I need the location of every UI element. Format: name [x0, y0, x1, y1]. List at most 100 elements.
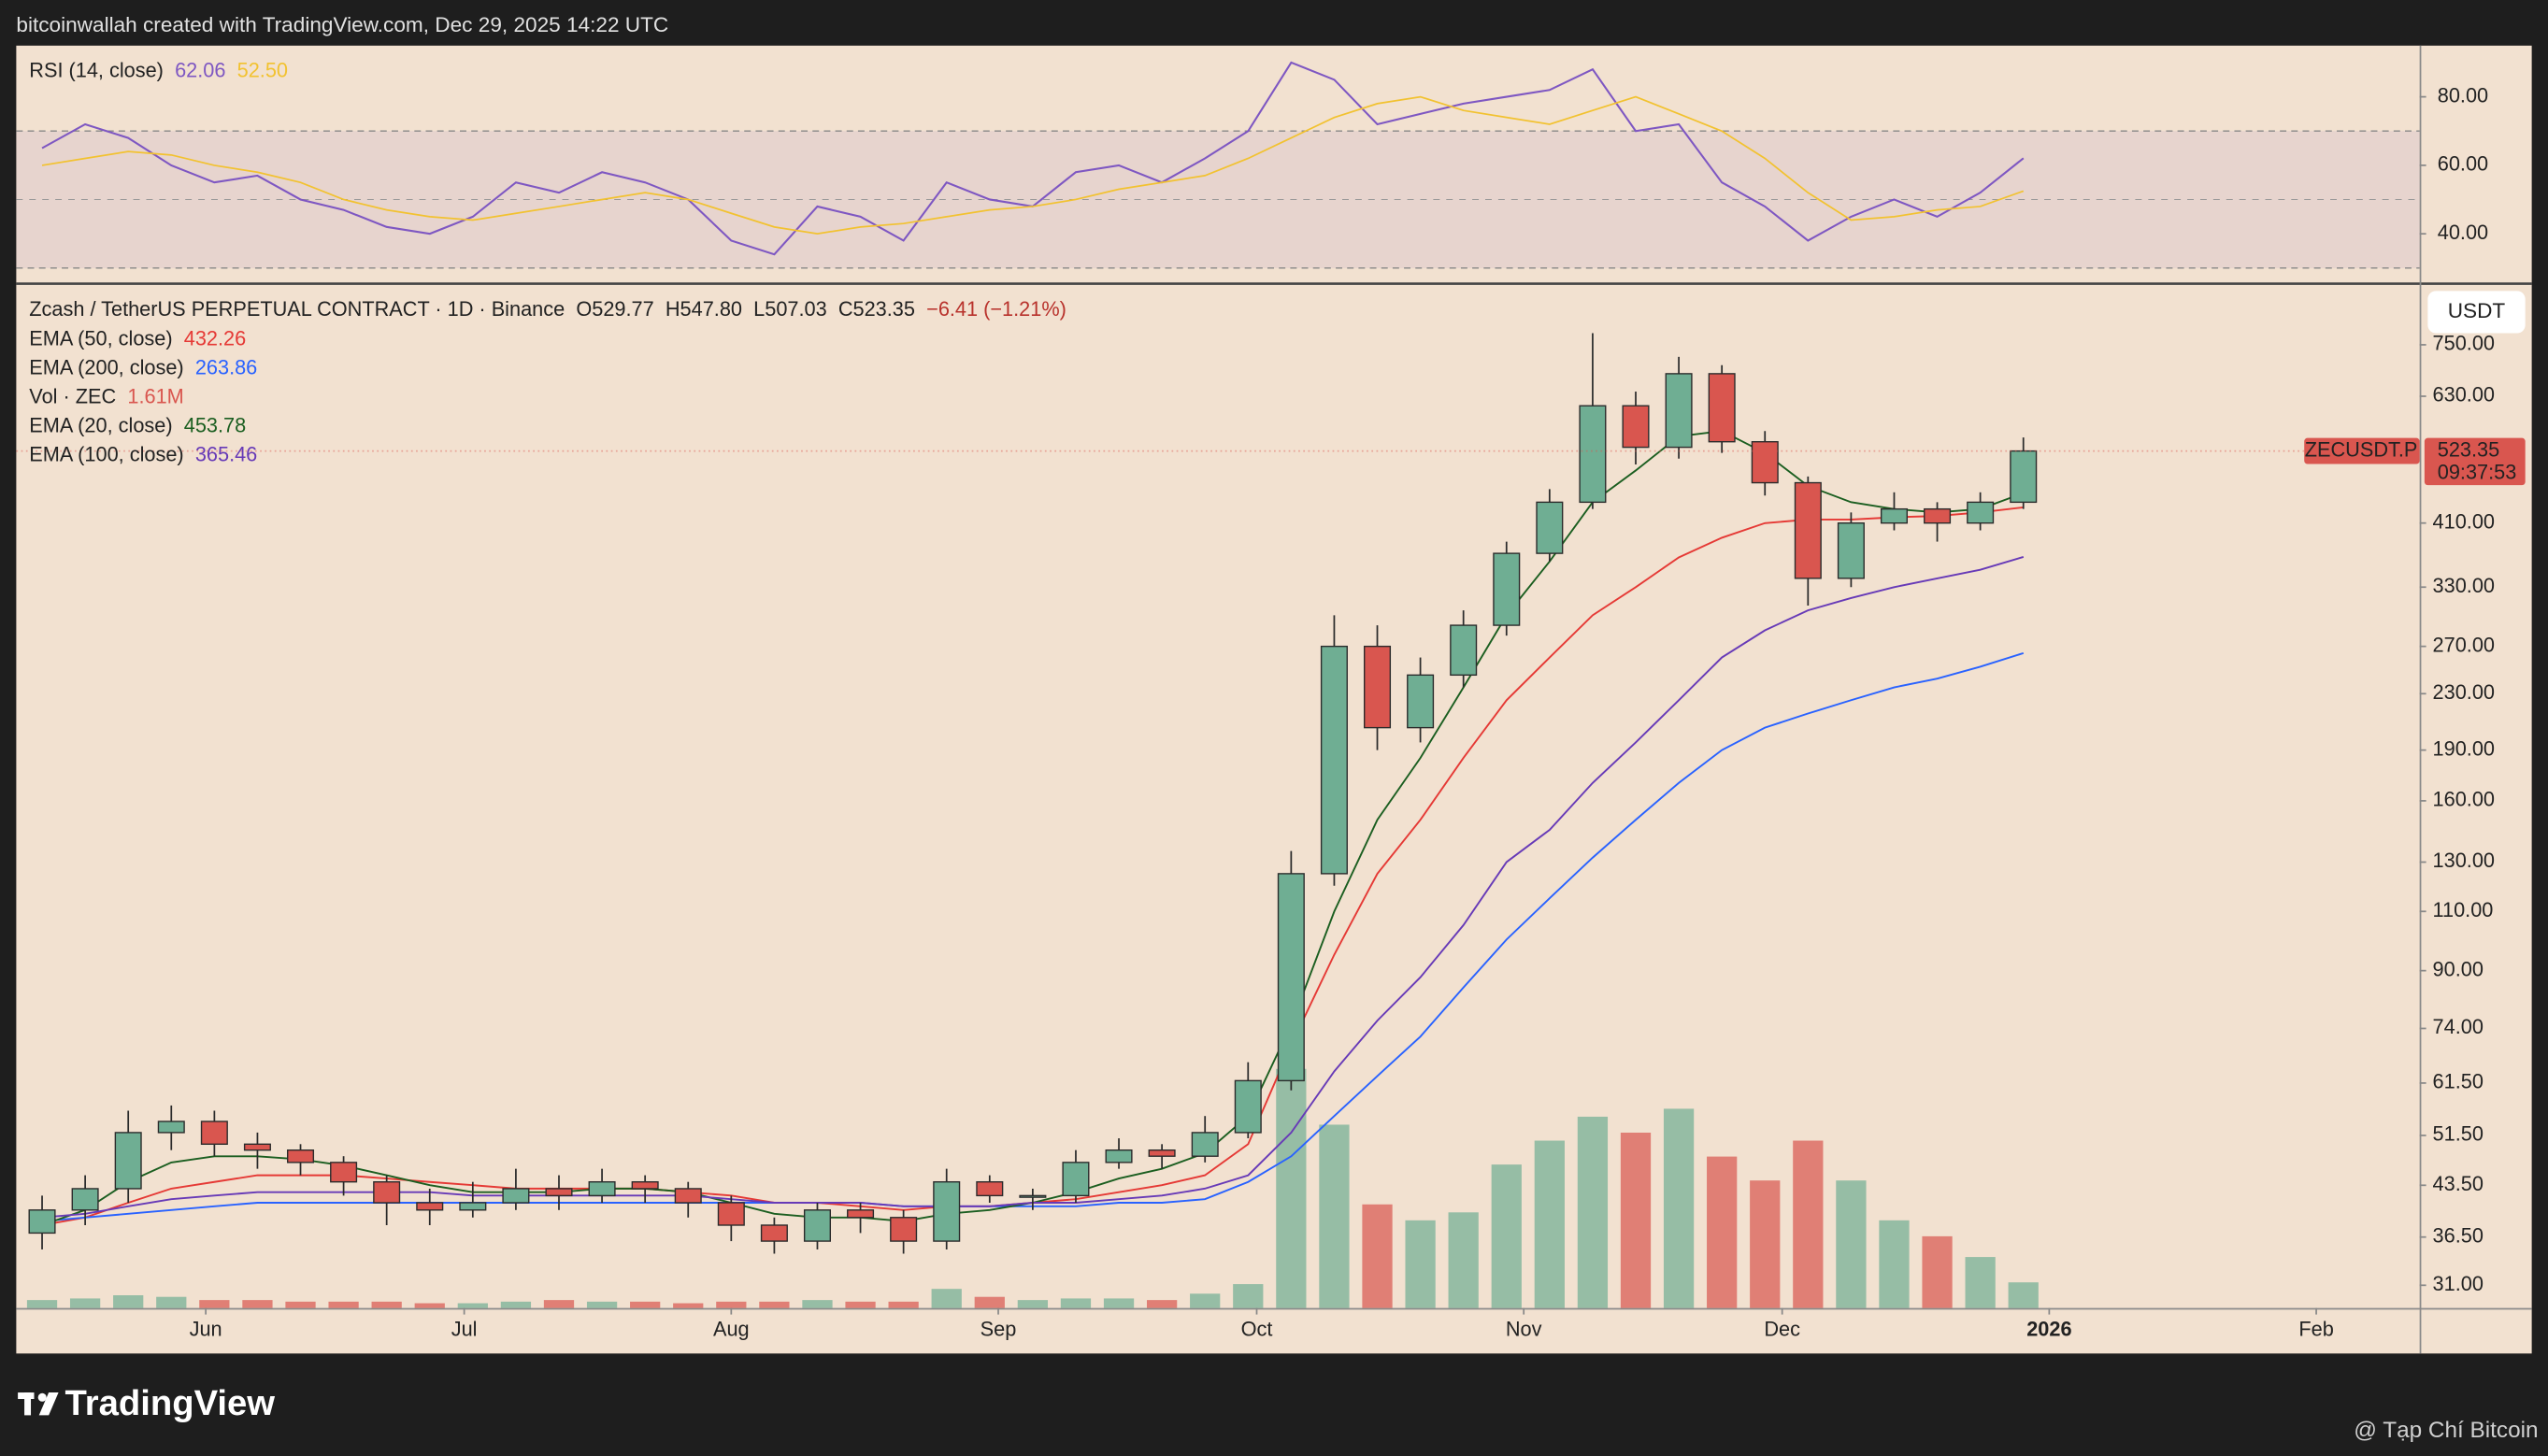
- change-label: −6.41 (−1.21%): [926, 297, 1066, 321]
- y-tick-label: 630.00: [2433, 383, 2495, 407]
- candle-body: [200, 1121, 228, 1146]
- candle-body: [2010, 450, 2038, 504]
- y-tick-label: 110.00: [2433, 898, 2494, 921]
- y-tick-label: 750.00: [2433, 332, 2495, 355]
- candle-body: [631, 1180, 659, 1190]
- volume-bar: [888, 1301, 919, 1308]
- indicator-label: Vol · ZEC: [29, 384, 116, 407]
- candle-body: [459, 1202, 487, 1211]
- candle-body: [114, 1132, 142, 1190]
- rsi-value: 52.50: [237, 58, 288, 81]
- candle-body: [803, 1209, 831, 1242]
- header: bitcoinwallah created with TradingView.c…: [16, 13, 668, 36]
- x-tick-label: Sep: [981, 1318, 1017, 1341]
- y-tick-label: 130.00: [2433, 849, 2495, 872]
- currency-label[interactable]: USDT: [2448, 299, 2506, 322]
- volume-bar: [1577, 1116, 1609, 1308]
- volume-bar: [414, 1303, 445, 1308]
- candle-body: [1967, 501, 1995, 524]
- volume-bar: [2008, 1282, 2039, 1308]
- candle-body: [1837, 521, 1865, 579]
- brand: TradingView: [65, 1383, 276, 1423]
- volume-bar: [1922, 1235, 1953, 1308]
- volume-bar: [1879, 1220, 1910, 1308]
- candle-body: [1407, 674, 1435, 729]
- volume-bar: [199, 1300, 230, 1308]
- volume-bar: [630, 1301, 661, 1308]
- volume-bar: [845, 1301, 876, 1308]
- indicator-value: 1.61M: [127, 384, 183, 407]
- candle-body: [1751, 441, 1779, 484]
- volume-bar: [113, 1295, 144, 1308]
- volume-bar: [586, 1301, 618, 1308]
- x-tick-label: Dec: [1764, 1318, 1800, 1341]
- volume-bar: [1146, 1300, 1178, 1308]
- candle-body: [1363, 645, 1392, 729]
- chart-area: [16, 45, 2532, 1354]
- candle-body: [545, 1188, 573, 1197]
- y-tick-label: 410.00: [2433, 509, 2495, 533]
- y-tick-label: 230.00: [2433, 680, 2495, 704]
- volume-bar: [1663, 1108, 1695, 1308]
- currency-button[interactable]: [2427, 291, 2526, 334]
- volume-bar: [1276, 1068, 1307, 1308]
- volume-bar: [1060, 1298, 1092, 1308]
- volume-bar: [1233, 1284, 1264, 1308]
- candle-body: [1924, 507, 1952, 524]
- x-tick-label: 2026: [2026, 1318, 2071, 1341]
- volume-bar: [673, 1303, 704, 1308]
- rsi-tick-label: 80.00: [2438, 83, 2488, 107]
- volume-bar: [69, 1298, 101, 1308]
- volume-bar: [716, 1301, 747, 1308]
- volume-bar: [26, 1300, 58, 1308]
- volume-bar: [1448, 1212, 1479, 1308]
- candle-body: [890, 1217, 918, 1242]
- y-tick-label: 51.50: [2433, 1122, 2484, 1146]
- volume-bar: [1836, 1180, 1867, 1308]
- y-tick-label: 160.00: [2433, 788, 2495, 811]
- candle-body: [1622, 405, 1650, 449]
- y-tick-label: 36.50: [2433, 1223, 2484, 1247]
- volume-bar: [543, 1300, 575, 1308]
- x-tick-label: Aug: [713, 1318, 750, 1341]
- candle-body: [717, 1202, 745, 1226]
- volume-bar: [1491, 1164, 1522, 1308]
- candle-body: [416, 1202, 444, 1211]
- price-tag-countdown: 09:37:53: [2438, 461, 2517, 484]
- volume-bar: [156, 1296, 187, 1308]
- indicator-label: EMA (200, close): [29, 355, 183, 378]
- volume-bar: [328, 1301, 359, 1308]
- x-tick-label: Jun: [190, 1318, 222, 1341]
- candle-body: [28, 1209, 56, 1235]
- candle-body: [1105, 1149, 1133, 1163]
- y-tick-label: 74.00: [2433, 1015, 2484, 1038]
- candle-body: [847, 1209, 875, 1219]
- x-tick-label: Jul: [451, 1318, 478, 1341]
- volume-bar: [1534, 1140, 1565, 1308]
- volume-bar: [1965, 1257, 1996, 1308]
- candle-body: [373, 1180, 401, 1204]
- x-tick-label: Feb: [2298, 1318, 2333, 1341]
- candle-body: [286, 1149, 315, 1163]
- y-tick-label: 31.00: [2433, 1272, 2484, 1295]
- volume-bar: [1405, 1220, 1436, 1308]
- volume-bar: [1190, 1293, 1221, 1308]
- volume-bar: [1103, 1298, 1135, 1308]
- volume-bar: [1362, 1204, 1393, 1308]
- y-tick-label: 61.50: [2433, 1070, 2484, 1093]
- indicator-label: EMA (50, close): [29, 326, 172, 350]
- indicator-value: 263.86: [195, 355, 257, 378]
- x-tick-label: Oct: [1241, 1318, 1273, 1341]
- indicator-value: 453.78: [184, 413, 246, 436]
- candle-body: [588, 1180, 616, 1197]
- candle-body: [1234, 1079, 1262, 1134]
- candle-body: [157, 1121, 185, 1134]
- candle-body: [502, 1188, 530, 1204]
- volume-bar: [1750, 1180, 1781, 1308]
- ohlc-label: L507.03: [753, 297, 827, 321]
- volume-bar: [802, 1300, 833, 1308]
- x-tick-label: Nov: [1506, 1318, 1542, 1341]
- candle-body: [1493, 552, 1521, 626]
- symbol-tag: [2304, 437, 2420, 464]
- candle-body: [330, 1162, 358, 1183]
